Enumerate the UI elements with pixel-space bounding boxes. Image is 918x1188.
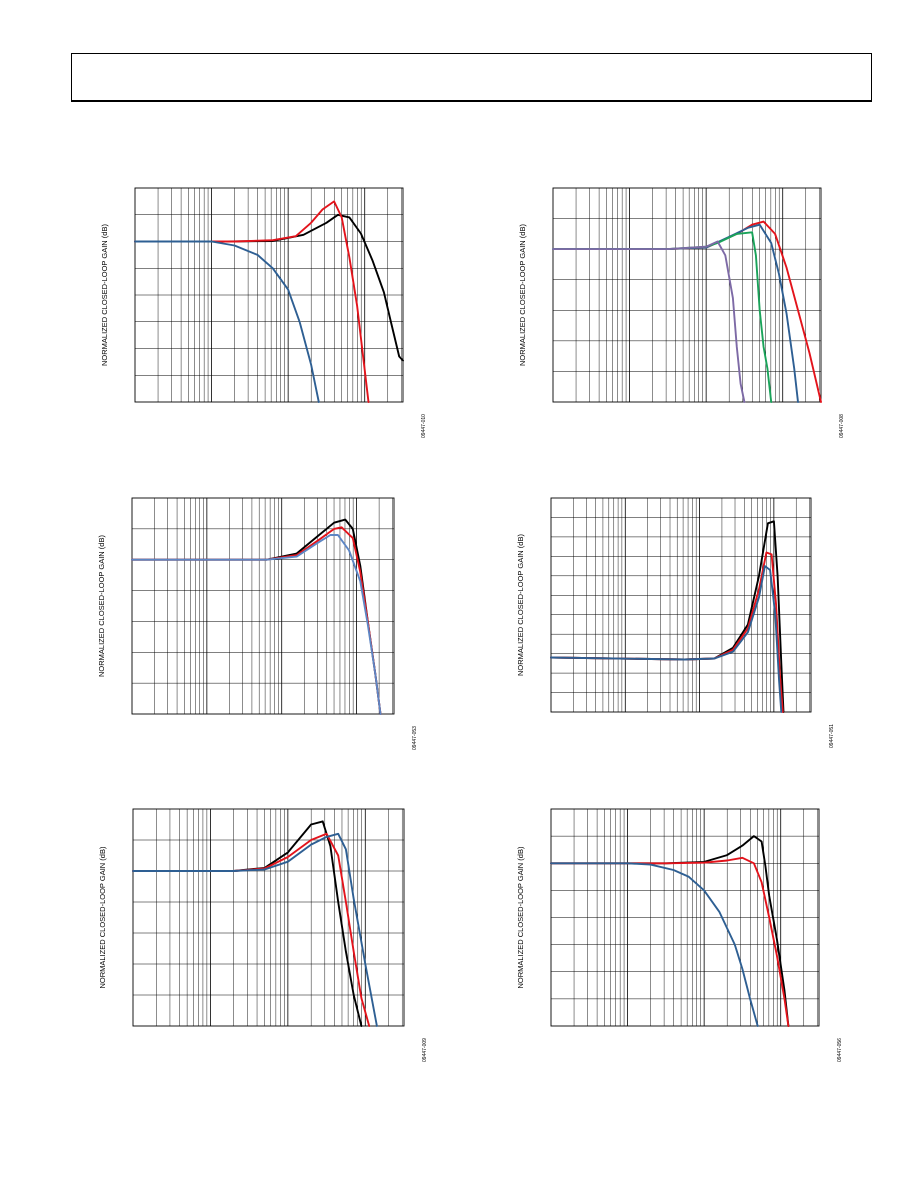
plot-frame: [552, 187, 822, 403]
grid: [553, 188, 821, 402]
y-axis-label: NORMALIZED CLOSED-LOOP GAIN (dB): [516, 534, 525, 676]
y-axis-label: NORMALIZED CLOSED-LOOP GAIN (dB): [518, 224, 527, 366]
series-line-black: [134, 213, 404, 362]
series-line-red: [132, 832, 371, 1027]
chart-6: NORMALIZED CLOSED-LOOP GAIN (dB) 09447-05…: [516, 808, 843, 1062]
plot-frame: [550, 497, 812, 713]
grid: [133, 809, 404, 1026]
figure-id: 09447-053: [412, 726, 418, 750]
plot-frame: [131, 497, 395, 715]
y-axis-label: NORMALIZED CLOSED-LOOP GAIN (dB): [98, 846, 107, 988]
figure-id: 09447-051: [829, 724, 835, 748]
series-line-blue: [132, 832, 378, 1027]
page-header-box: [71, 53, 872, 102]
series-line-black: [550, 835, 790, 1027]
series-line-black: [131, 518, 382, 715]
series-line-blue: [550, 862, 759, 1027]
grid: [132, 498, 394, 714]
series-line-green: [552, 231, 773, 403]
chart-4: NORMALIZED CLOSED-LOOP GAIN (dB) 09447-05…: [516, 497, 835, 748]
figure-id: 09447-010: [421, 414, 427, 438]
series-line-light_blue: [131, 534, 382, 715]
chart-2: NORMALIZED CLOSED-LOOP GAIN (dB) 09447-00…: [518, 187, 845, 438]
y-axis-label: NORMALIZED CLOSED-LOOP GAIN (dB): [516, 846, 525, 988]
y-axis-label: NORMALIZED CLOSED-LOOP GAIN (dB): [100, 224, 109, 366]
grid: [551, 809, 819, 1026]
series-line-purple: [552, 240, 746, 403]
grid: [551, 498, 811, 712]
series-line-black: [550, 520, 785, 713]
series-line-blue: [134, 240, 320, 403]
chart-1: NORMALIZED CLOSED-LOOP GAIN (dB) 09447-01…: [100, 187, 427, 438]
series-line-red: [550, 856, 790, 1027]
grid: [135, 188, 403, 402]
figure-id: 09447-056: [837, 1038, 843, 1062]
series-line-red: [134, 200, 370, 403]
figure-id: 09447-008: [839, 414, 845, 438]
series-line-blue: [550, 565, 783, 713]
chart-5: NORMALIZED CLOSED-LOOP GAIN (dB) 09447-00…: [98, 808, 428, 1062]
y-axis-label: NORMALIZED CLOSED-LOOP GAIN (dB): [97, 535, 106, 677]
figure-id: 09447-009: [422, 1038, 428, 1062]
series-line-red: [131, 526, 382, 715]
chart-3: NORMALIZED CLOSED-LOOP GAIN (dB) 09447-05…: [97, 497, 418, 750]
plot-frame: [132, 808, 405, 1027]
